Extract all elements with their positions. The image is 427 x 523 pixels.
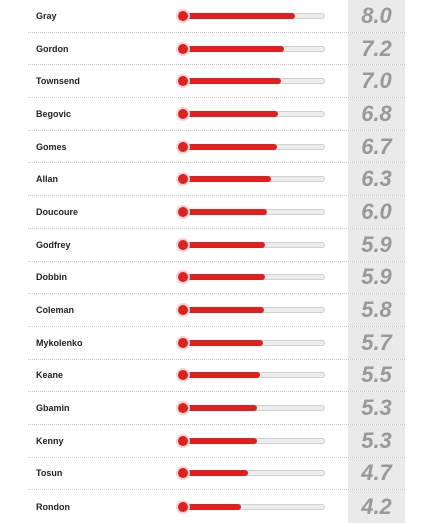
rating-score: 4.7	[348, 457, 405, 490]
rating-slider-knob[interactable]	[178, 305, 188, 316]
rating-slider-knob[interactable]	[178, 272, 188, 283]
rating-slider-fill	[181, 110, 279, 117]
rating-slider-track[interactable]	[180, 241, 325, 248]
rating-slider-track[interactable]	[180, 503, 325, 510]
rating-slider-knob[interactable]	[178, 141, 188, 152]
rating-slider-fill	[181, 307, 264, 314]
rating-slider-track[interactable]	[180, 470, 325, 477]
player-row: Coleman 5.8	[28, 294, 405, 327]
rating-slider-fill	[181, 45, 284, 52]
rating-slider-fill	[181, 503, 242, 510]
player-row: Rondon 4.2	[28, 490, 405, 523]
player-name: Keane	[36, 370, 64, 381]
rating-score: 5.7	[348, 326, 405, 359]
rating-slider-track[interactable]	[180, 12, 325, 19]
player-row: Gray 8.0	[28, 0, 405, 33]
player-row: Godfrey 5.9	[28, 228, 405, 262]
rating-slider-knob[interactable]	[178, 435, 188, 446]
rating-score: 8.0	[348, 0, 405, 32]
player-row: Gbamin 5.3	[28, 392, 405, 425]
player-name: Godfrey	[36, 239, 71, 250]
player-name: Kenny	[36, 435, 64, 446]
player-name: Gomes	[36, 141, 67, 152]
player-ratings-list: Gray 8.0 Gordon 7.2 Townsend 7.0 Begovic 6.8 Gom…	[28, 0, 405, 523]
rating-slider-knob[interactable]	[178, 206, 188, 217]
player-row: Keane 5.5	[28, 359, 405, 393]
rating-slider-fill	[181, 241, 266, 248]
rating-score: 5.9	[348, 261, 405, 294]
rating-slider-knob[interactable]	[178, 501, 188, 512]
rating-slider-knob[interactable]	[178, 174, 188, 185]
rating-slider-fill	[181, 143, 277, 150]
player-row: Gomes 6.7	[28, 130, 405, 164]
rating-slider-fill	[181, 176, 272, 183]
player-name: Begovic	[36, 108, 72, 119]
player-row: Allan 6.3	[28, 163, 405, 197]
player-row: Gordon 7.2	[28, 32, 405, 66]
rating-slider-track[interactable]	[180, 208, 325, 215]
rating-score: 4.2	[348, 490, 405, 523]
player-name: Rondon	[36, 501, 70, 512]
rating-slider-track[interactable]	[180, 372, 325, 379]
rating-slider-knob[interactable]	[178, 43, 188, 54]
rating-slider-fill	[181, 208, 267, 215]
player-row: Tosun 4.7	[28, 457, 405, 491]
player-row: Kenny 5.3	[28, 424, 405, 458]
rating-slider-track[interactable]	[180, 405, 325, 412]
player-name: Gordon	[36, 43, 69, 54]
rating-slider-knob[interactable]	[178, 370, 188, 381]
rating-slider-fill	[181, 437, 257, 444]
player-name: Gbamin	[36, 403, 70, 414]
rating-score: 5.5	[348, 359, 405, 392]
rating-slider-knob[interactable]	[178, 10, 188, 21]
rating-slider-track[interactable]	[180, 45, 325, 52]
rating-slider-track[interactable]	[180, 78, 325, 85]
rating-score: 6.7	[348, 130, 405, 163]
rating-slider-track[interactable]	[180, 437, 325, 444]
player-row: Doucoure 6.0	[28, 196, 405, 229]
rating-slider-fill	[181, 372, 260, 379]
player-name: Allan	[36, 174, 59, 185]
rating-slider-fill	[181, 12, 296, 19]
rating-slider-track[interactable]	[180, 110, 325, 117]
rating-score: 6.3	[348, 163, 405, 196]
rating-slider-knob[interactable]	[178, 239, 188, 250]
player-row: Dobbin 5.9	[28, 261, 405, 295]
rating-score: 7.0	[348, 65, 405, 98]
player-name: Dobbin	[36, 272, 67, 283]
rating-slider-track[interactable]	[180, 307, 325, 314]
rating-score: 6.0	[348, 196, 405, 228]
rating-slider-knob[interactable]	[178, 337, 188, 348]
rating-slider-knob[interactable]	[178, 403, 188, 414]
rating-score: 5.3	[348, 424, 405, 457]
rating-score: 5.9	[348, 228, 405, 261]
rating-slider-track[interactable]	[180, 274, 325, 281]
player-name: Doucoure	[36, 206, 79, 217]
rating-score: 7.2	[348, 32, 405, 65]
rating-slider-fill	[181, 78, 282, 85]
rating-slider-track[interactable]	[180, 143, 325, 150]
rating-score: 6.8	[348, 98, 405, 130]
rating-slider-knob[interactable]	[178, 76, 188, 87]
rating-score: 5.8	[348, 294, 405, 326]
player-name: Mykolenko	[36, 337, 83, 348]
rating-slider-fill	[181, 470, 249, 477]
player-name: Townsend	[36, 76, 80, 87]
player-row: Townsend 7.0	[28, 65, 405, 99]
player-row: Begovic 6.8	[28, 98, 405, 131]
player-row: Mykolenko 5.7	[28, 326, 405, 360]
player-name: Gray	[36, 10, 57, 21]
rating-slider-fill	[181, 339, 263, 346]
rating-slider-knob[interactable]	[178, 108, 188, 119]
rating-slider-knob[interactable]	[178, 468, 188, 479]
rating-slider-track[interactable]	[180, 339, 325, 346]
player-name: Coleman	[36, 305, 75, 316]
rating-slider-fill	[181, 274, 266, 281]
rating-score: 5.3	[348, 392, 405, 424]
rating-slider-fill	[181, 405, 257, 412]
rating-slider-track[interactable]	[180, 176, 325, 183]
player-name: Tosun	[36, 468, 63, 479]
